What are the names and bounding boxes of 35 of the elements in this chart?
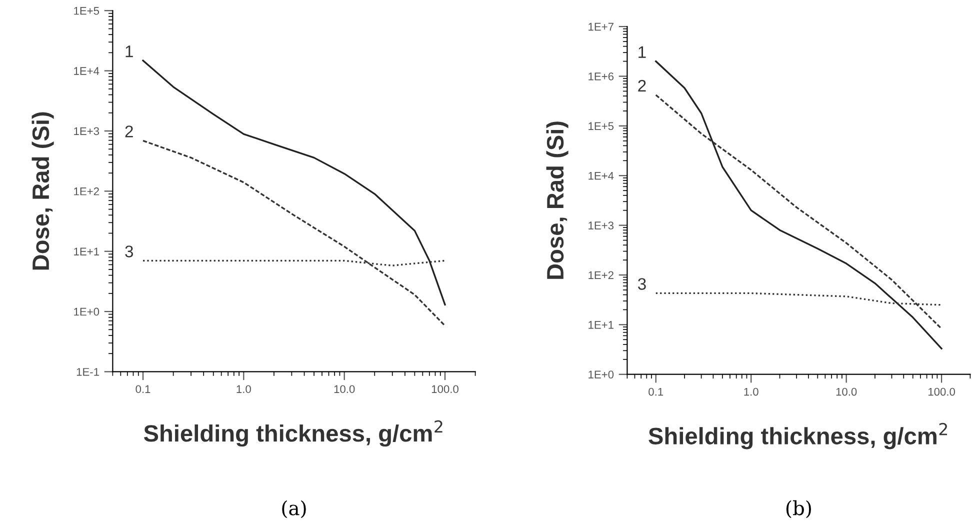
- y-tick-label: 1E+4: [74, 67, 100, 75]
- x-tick-label: 100.0: [432, 385, 458, 394]
- y-tick-label: 1E-1: [76, 368, 99, 376]
- y-tick-label: 1E+5: [588, 122, 614, 130]
- y-tick-label: 1E+0: [74, 308, 100, 316]
- y-tick-label: 1E+7: [588, 22, 614, 31]
- x-tick-label: 1.0: [236, 385, 251, 394]
- y-tick-label: 1E+1: [74, 248, 99, 256]
- series-label: 1: [126, 46, 133, 58]
- y-tick-label: 1E+2: [588, 271, 614, 280]
- x-axis-title: Shielding thickness, g/cm$^{2}$: [144, 420, 442, 447]
- text: (a): [282, 500, 306, 518]
- y-tick-label: 1E+6: [588, 72, 614, 80]
- x-tick-label: 1.0: [744, 388, 758, 396]
- series-label: 2: [638, 80, 646, 92]
- series-label: 3: [638, 278, 646, 290]
- series-label: 1: [638, 46, 646, 58]
- y-tick-label: 1E+3: [588, 222, 614, 230]
- y-tick-label: 1E+1: [588, 321, 614, 329]
- x-axis-title: Shielding thickness, g/cm$^{2}$: [648, 422, 947, 450]
- text: (b): [786, 500, 811, 518]
- y-tick-label: 1E+3: [74, 127, 100, 136]
- x-tick-label: 0.1: [648, 388, 664, 396]
- x-tick-label: 10.0: [334, 385, 355, 394]
- x-tick-label: 100.0: [928, 388, 956, 396]
- x-tick-label: 0.1: [136, 385, 150, 394]
- y-tick-label: 1E+0: [588, 370, 614, 378]
- series-label: 3: [125, 246, 134, 258]
- y-tick-label: 1E+5: [74, 7, 100, 15]
- y-tick-label: 1E+2: [74, 187, 99, 196]
- y-axis-title: Dose, Rad (Si): [32, 112, 54, 270]
- y-axis-title: Dose, Rad (Si): [546, 122, 568, 279]
- y-tick-label: 1E+4: [588, 172, 614, 180]
- series-label: 2: [125, 126, 133, 138]
- x-tick-label: 10.0: [836, 388, 857, 396]
